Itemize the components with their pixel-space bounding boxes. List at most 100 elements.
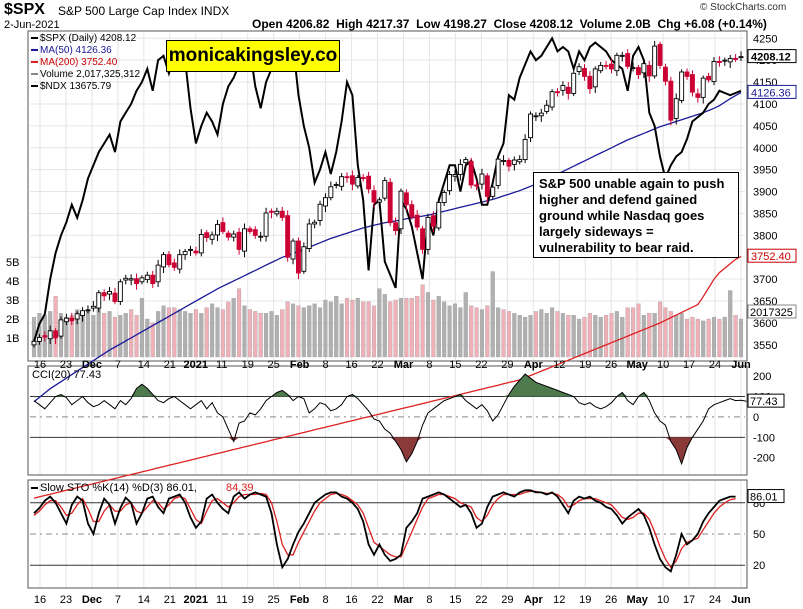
- volume-bar: [539, 309, 544, 358]
- volume-bar: [231, 297, 236, 358]
- candle-body: [727, 57, 733, 63]
- candle-body: [457, 163, 463, 175]
- x-tick-label: 17: [683, 359, 695, 371]
- volume-bar: [409, 297, 414, 358]
- cci-title: CCI(20) 77.43: [32, 369, 101, 381]
- volume-bar: [247, 309, 252, 358]
- candle-body: [716, 61, 722, 63]
- x-tick-label: 15: [449, 594, 461, 606]
- candle-body: [366, 175, 372, 190]
- candle-body: [198, 234, 204, 254]
- volume-bar: [242, 305, 247, 358]
- volume-bar: [695, 318, 700, 358]
- ma50-line: [33, 92, 742, 403]
- candle-body: [555, 91, 560, 94]
- candle-body: [565, 86, 571, 94]
- volume-bar: [344, 297, 350, 358]
- index-name-text: S&P 500 Large Cap Index: [58, 4, 198, 18]
- legend-label: MA(50) 4126.36: [40, 45, 112, 56]
- candle-body: [738, 56, 744, 59]
- annotation-box: S&P 500 unable again to push higher and …: [533, 172, 739, 258]
- candle-body: [47, 330, 53, 340]
- volume-bar: [366, 301, 371, 358]
- candle-body: [506, 160, 512, 167]
- candle-body: [312, 221, 318, 225]
- x-tick-label: 22: [475, 359, 487, 371]
- candle-body: [220, 222, 226, 232]
- candle-body: [236, 231, 242, 250]
- candle-body: [139, 277, 145, 283]
- x-tick-label: Dec: [82, 594, 102, 606]
- candle-body: [53, 330, 59, 339]
- ma50-value-tag-box: [747, 84, 797, 99]
- x-tick-label: 8: [426, 359, 432, 371]
- volume-bar: [533, 311, 538, 358]
- volume-value-tag-box: [747, 304, 797, 319]
- volume-bar: [355, 297, 360, 358]
- volume-bar: [738, 318, 744, 358]
- candle-body: [587, 75, 593, 90]
- x-tick-label: 8: [426, 594, 432, 606]
- y-tick-label: 4000: [753, 143, 777, 155]
- x-tick-label: 10: [657, 594, 669, 606]
- candle-body: [349, 175, 355, 185]
- y-tick-label: 4050: [753, 121, 777, 133]
- x-tick-label: 26: [605, 359, 617, 371]
- candle-body: [403, 192, 409, 206]
- volume-bar: [161, 305, 166, 358]
- ma200-value-tag-box: [747, 248, 797, 263]
- volume-bar: [717, 318, 722, 358]
- candle-body: [517, 159, 523, 163]
- candle-body: [258, 235, 264, 238]
- volume-bar: [393, 299, 398, 358]
- volume-bar: [258, 313, 263, 358]
- x-tick-label: 25: [268, 594, 280, 606]
- volume-bar: [593, 315, 598, 358]
- candle-body: [420, 228, 426, 250]
- candle-body: [36, 336, 42, 342]
- candle-body: [204, 232, 210, 238]
- candle-body: [598, 64, 604, 72]
- volume-bar: [490, 271, 495, 358]
- volume-bar: [566, 315, 571, 358]
- x-tick-label: 22: [475, 594, 487, 606]
- x-tick-label: 7: [115, 359, 121, 371]
- candle-body: [522, 138, 528, 161]
- ohlc-summary: Open 4206.82 High 4217.37 Low 4198.27 Cl…: [252, 17, 767, 31]
- candle-body: [371, 190, 377, 203]
- cci-value-tag-box: [747, 393, 785, 408]
- volume-bar: [215, 307, 220, 358]
- candle-body: [652, 45, 658, 77]
- legend-label: Volume 2,017,325,312: [40, 69, 141, 80]
- candle-body: [657, 43, 663, 66]
- volume-bar: [210, 303, 215, 358]
- volume-bar: [706, 318, 711, 358]
- candle-body: [101, 292, 107, 297]
- candle-body: [42, 335, 48, 338]
- ndx-line: [33, 36, 742, 342]
- candle-body: [177, 254, 183, 270]
- volume-tick-label: 1B: [6, 333, 19, 345]
- volume-bar: [528, 315, 533, 358]
- candle-body: [247, 228, 253, 232]
- candle-body: [231, 233, 237, 238]
- candle-body: [511, 159, 517, 165]
- y-tick-label: 3700: [753, 274, 777, 286]
- high-value: 4217.37: [366, 17, 410, 31]
- legend-label: $NDX 13675.79: [40, 81, 112, 92]
- sto-d-value: 84.39: [226, 482, 254, 494]
- ma200-value-tag: 3752.40: [751, 251, 791, 263]
- x-tick-label: 16: [34, 359, 46, 371]
- cci-negative-fill: [34, 437, 747, 464]
- candle-body: [733, 57, 739, 60]
- volume-bar: [641, 315, 646, 358]
- x-tick-label: 11: [216, 594, 227, 606]
- candle-body: [668, 80, 674, 121]
- volume-bar: [728, 290, 733, 358]
- candle-body: [322, 197, 328, 207]
- volume-bar: [587, 313, 592, 358]
- x-tick-label: 15: [449, 359, 461, 371]
- volume-bar: [253, 311, 258, 358]
- volume-bar: [496, 307, 501, 358]
- ma200-line: [33, 255, 742, 499]
